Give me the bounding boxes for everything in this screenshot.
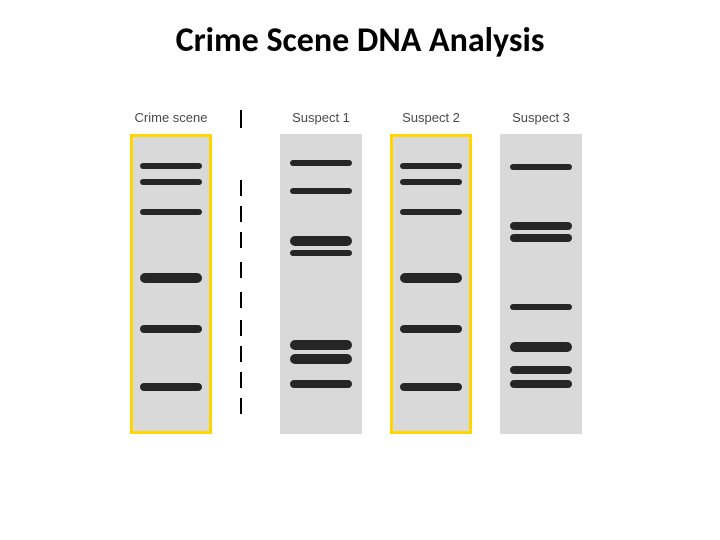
lane-box-suspect-3 (500, 134, 582, 434)
band-suspect-3-0 (510, 164, 572, 170)
band-suspect-1-3 (290, 250, 352, 256)
lane-box-suspect-1 (280, 134, 362, 434)
divider-dash-1 (240, 206, 242, 222)
band-suspect-3-6 (510, 380, 572, 388)
band-suspect-2-3 (400, 273, 462, 283)
lane-suspect-1: Suspect 1 (280, 110, 362, 434)
lane-suspect-2: Suspect 2 (390, 110, 472, 434)
band-suspect-1-6 (290, 380, 352, 388)
page-title: Crime Scene DNA Analysis (0, 20, 720, 61)
band-crime-scene-3 (140, 273, 202, 283)
band-suspect-2-4 (400, 325, 462, 333)
divider-dash-8 (240, 398, 242, 414)
band-suspect-2-1 (400, 179, 462, 185)
divider-dash-5 (240, 320, 242, 336)
divider-dash-0 (240, 180, 242, 196)
lane-box-suspect-2 (390, 134, 472, 434)
band-crime-scene-4 (140, 325, 202, 333)
band-crime-scene-0 (140, 163, 202, 169)
divider-dash-3 (240, 262, 242, 278)
band-suspect-3-2 (510, 234, 572, 242)
gel-diagram: Crime scene Suspect 1 Suspect 2 Suspect 3 (130, 110, 610, 440)
band-suspect-3-4 (510, 342, 572, 352)
band-suspect-1-2 (290, 236, 352, 246)
band-suspect-1-5 (290, 354, 352, 364)
divider-dash-7 (240, 372, 242, 388)
band-suspect-2-5 (400, 383, 462, 391)
divider-top-mark (240, 110, 242, 128)
band-suspect-2-0 (400, 163, 462, 169)
band-suspect-1-4 (290, 340, 352, 350)
band-crime-scene-1 (140, 179, 202, 185)
lane-label-suspect-3: Suspect 3 (500, 110, 582, 125)
band-crime-scene-2 (140, 209, 202, 215)
band-suspect-3-3 (510, 304, 572, 310)
band-suspect-1-0 (290, 160, 352, 166)
divider-dash-4 (240, 292, 242, 308)
band-suspect-1-1 (290, 188, 352, 194)
lane-label-suspect-2: Suspect 2 (390, 110, 472, 125)
divider-dash-6 (240, 346, 242, 362)
lane-label-crime-scene: Crime scene (130, 110, 212, 125)
band-crime-scene-5 (140, 383, 202, 391)
band-suspect-3-1 (510, 222, 572, 230)
lane-divider (240, 110, 242, 434)
lane-crime-scene: Crime scene (130, 110, 212, 434)
lane-suspect-3: Suspect 3 (500, 110, 582, 434)
band-suspect-2-2 (400, 209, 462, 215)
lane-box-crime-scene (130, 134, 212, 434)
divider-dash-2 (240, 232, 242, 248)
band-suspect-3-5 (510, 366, 572, 374)
lane-label-suspect-1: Suspect 1 (280, 110, 362, 125)
